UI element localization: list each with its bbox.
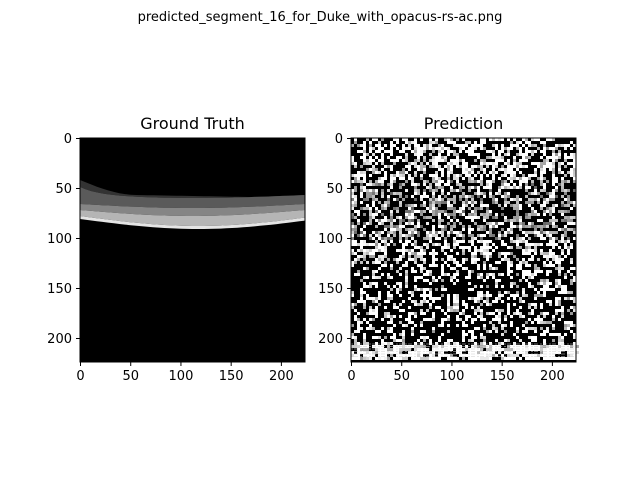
y-tick-label: 200 (318, 332, 343, 347)
mask-layer-2 (80, 187, 305, 208)
y-tick-label: 200 (47, 332, 72, 347)
x-tick-label: 100 (169, 369, 194, 384)
x-tick-label: 150 (219, 369, 244, 384)
y-tick-label: 0 (64, 132, 72, 147)
prediction-noise (441, 201, 444, 204)
prediction-noise (570, 219, 573, 222)
prediction-noise (369, 198, 567, 240)
y-tick-label: 150 (47, 282, 72, 297)
mask-layer-4 (80, 210, 305, 226)
ground-truth-image (80, 138, 305, 362)
prediction-image (351, 138, 582, 362)
prediction-noise (366, 153, 516, 348)
ground-truth-panel: Ground Truth 0 50 100 150 200 0 50 100 150 200 (47, 114, 306, 384)
mask-background (80, 138, 305, 362)
y-tick-label: 50 (326, 182, 343, 197)
figure-suptitle: predicted_segment_16_for_Duke_with_opacu… (138, 10, 503, 25)
prediction-title: Prediction (424, 114, 503, 133)
prediction-noise (351, 138, 582, 360)
mask-layer-5 (80, 216, 305, 229)
prediction-y-axis: 0 50 100 150 200 (318, 132, 351, 347)
ground-truth-frame (79, 137, 306, 363)
prediction-panel: Prediction 0 50 100 150 200 0 50 100 150 200 (318, 114, 582, 384)
mask-layer-3 (80, 204, 305, 216)
y-tick-label: 100 (47, 232, 72, 247)
prediction-noise (369, 147, 558, 357)
x-tick-label: 0 (76, 369, 84, 384)
y-tick-label: 0 (335, 132, 343, 147)
ground-truth-x-axis: 0 50 100 150 200 (76, 362, 294, 384)
prediction-noise (501, 213, 525, 225)
prediction-noise (351, 213, 354, 216)
prediction-noise (384, 210, 411, 228)
prediction-noise (429, 201, 432, 204)
x-tick-label: 100 (440, 369, 465, 384)
prediction-x-axis: 0 50 100 150 200 (347, 362, 565, 384)
x-tick-label: 150 (490, 369, 515, 384)
x-tick-label: 200 (540, 369, 565, 384)
x-tick-label: 50 (122, 369, 139, 384)
ground-truth-y-axis: 0 50 100 150 200 (47, 132, 80, 347)
y-tick-label: 150 (318, 282, 343, 297)
y-tick-label: 50 (55, 182, 72, 197)
x-tick-label: 200 (269, 369, 294, 384)
ground-truth-title: Ground Truth (140, 114, 245, 133)
x-tick-label: 50 (393, 369, 410, 384)
y-tick-label: 100 (318, 232, 343, 247)
prediction-frame (350, 137, 577, 363)
x-tick-label: 0 (347, 369, 355, 384)
